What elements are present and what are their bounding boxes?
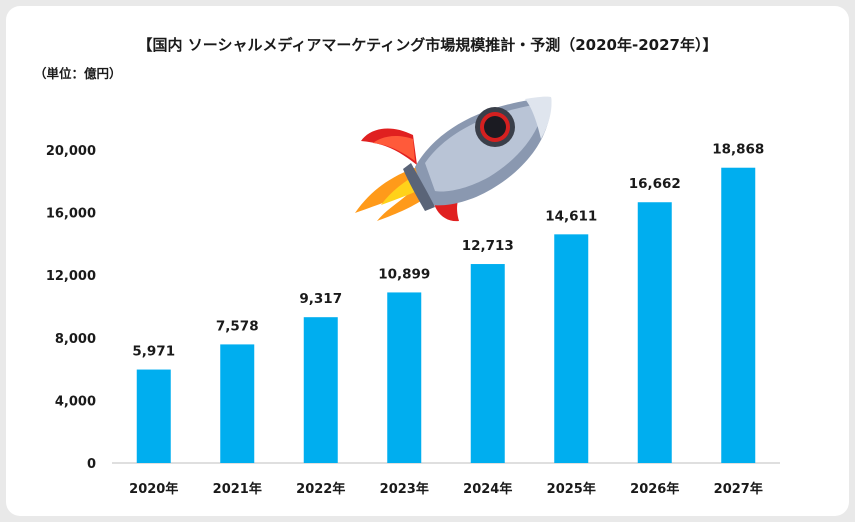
y-tick-label: 20,000 (46, 144, 96, 159)
x-tick-label: 2022年 (296, 481, 345, 497)
y-tick-label: 12,000 (46, 269, 96, 284)
x-tick-label: 2021年 (213, 481, 262, 497)
bar (470, 264, 505, 463)
data-label: 7,578 (216, 318, 259, 334)
y-tick-label: 16,000 (46, 207, 96, 222)
rocket-icon (355, 96, 552, 222)
x-tick-label: 2024年 (463, 481, 512, 497)
data-label: 16,662 (629, 176, 681, 192)
bar (136, 369, 171, 463)
chart-title: 【国内 ソーシャルメディアマーケティング市場規模推計・予測（2020年-2027… (137, 36, 718, 54)
data-label: 14,611 (545, 208, 597, 224)
data-label: 18,868 (712, 142, 764, 158)
bar (554, 234, 589, 463)
data-label: 5,971 (132, 344, 175, 360)
x-tick-label: 2026年 (630, 481, 679, 497)
x-tick-label: 2027年 (714, 481, 763, 497)
y-tick-label: 8,000 (55, 332, 96, 347)
bar (721, 167, 756, 463)
unit-label: （単位：億円） (34, 66, 122, 81)
data-label: 12,713 (462, 238, 514, 254)
data-label: 9,317 (299, 291, 342, 307)
bar (220, 344, 255, 463)
bar (303, 317, 338, 463)
x-tick-label: 2023年 (380, 481, 429, 497)
bar (637, 202, 672, 464)
x-tick-label: 2025年 (547, 481, 596, 497)
bar (387, 292, 422, 463)
data-label: 10,899 (378, 266, 430, 282)
x-tick-label: 2020年 (129, 481, 178, 497)
y-tick-label: 0 (87, 457, 96, 472)
y-tick-label: 4,000 (55, 394, 96, 409)
